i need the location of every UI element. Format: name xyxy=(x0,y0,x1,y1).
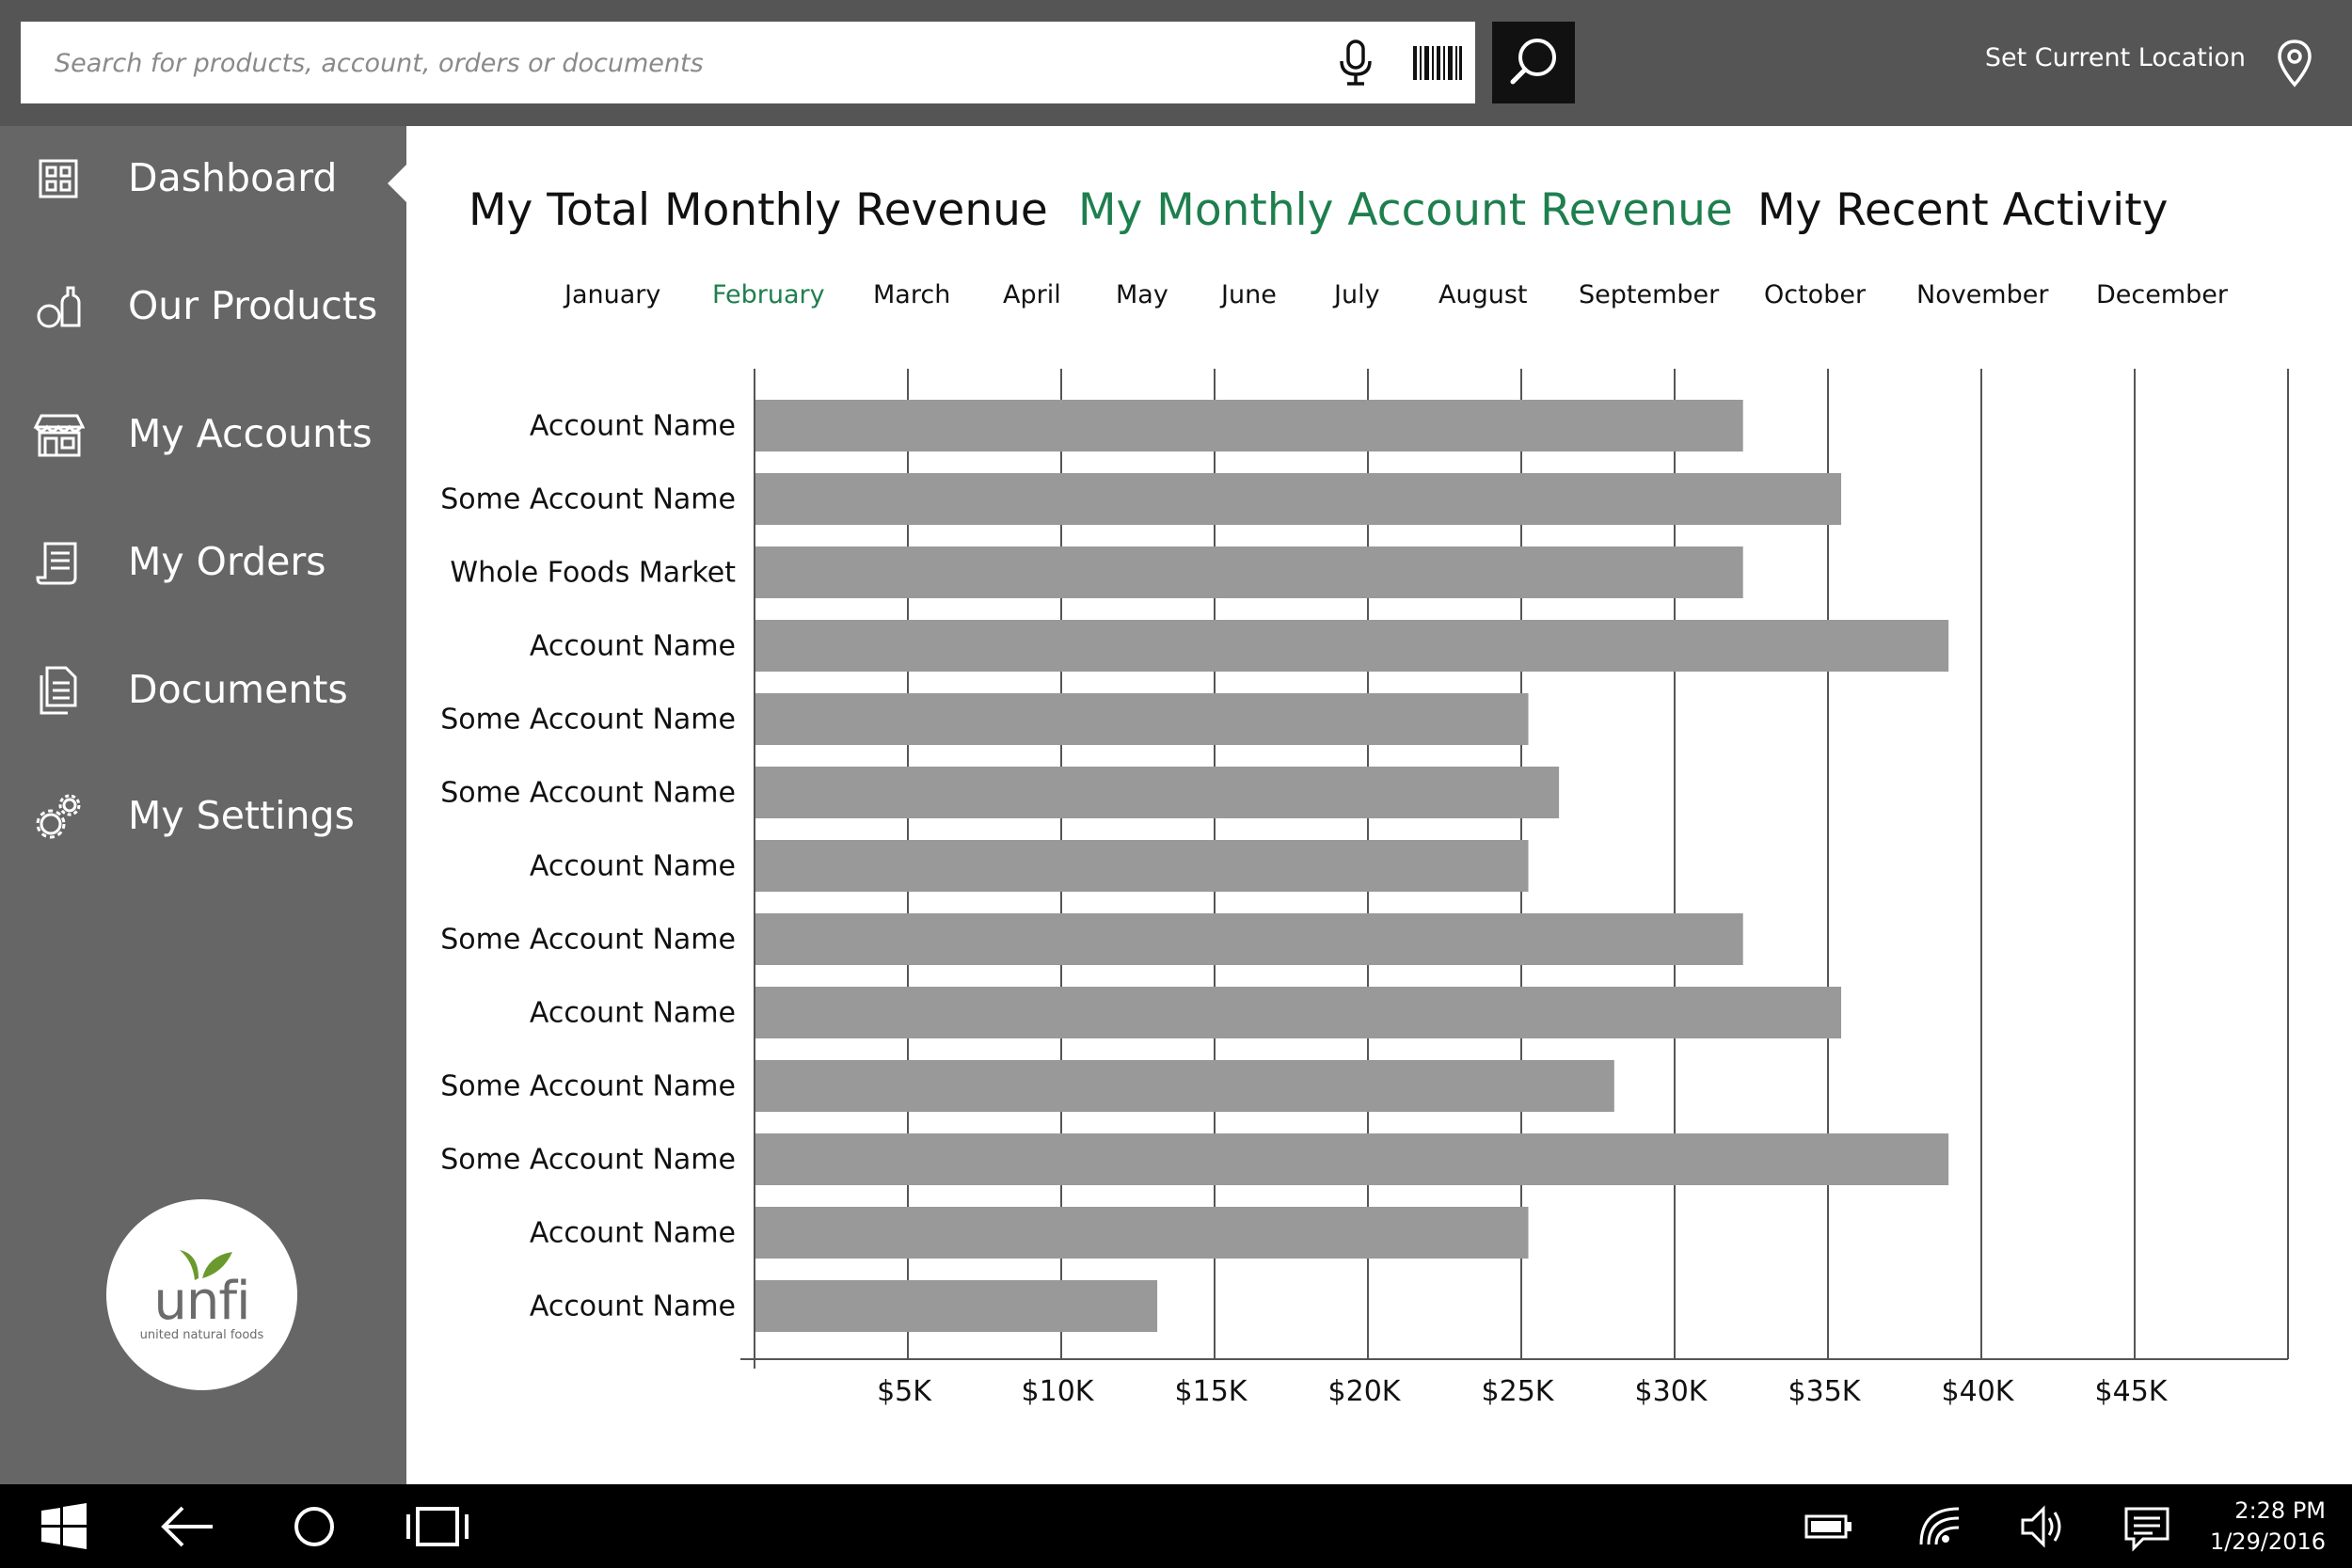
month-tab-july[interactable]: July xyxy=(1334,280,1380,309)
bar-chart: Account Name Some Account Name Whole Foods… xyxy=(440,369,2289,1408)
category-label: Account Name xyxy=(530,850,736,883)
logo-wordmark: unfi xyxy=(153,1271,250,1332)
bar xyxy=(755,913,1743,965)
logo-tagline: united natural foods xyxy=(139,1328,264,1342)
home-circle-icon[interactable] xyxy=(288,1497,341,1556)
category-label: Some Account Name xyxy=(440,1144,736,1177)
search-button[interactable] xyxy=(1492,22,1575,103)
microphone-icon[interactable] xyxy=(1332,39,1379,87)
sidebar-item-my-settings[interactable]: My Settings xyxy=(0,764,406,867)
store-icon xyxy=(32,408,86,461)
clock-time: 2:28 PM xyxy=(2234,1497,2326,1524)
search-box xyxy=(21,22,1475,105)
sidebar-item-our-products[interactable]: Our Products xyxy=(0,254,406,357)
category-label: Account Name xyxy=(530,630,736,663)
bar xyxy=(755,987,1842,1038)
tick-label: $30K xyxy=(1635,1375,1708,1408)
clock[interactable]: 2:28 PM 1/29/2016 xyxy=(2210,1496,2326,1558)
bar xyxy=(755,1060,1614,1112)
category-label: Some Account Name xyxy=(440,483,736,516)
tick-label: $10K xyxy=(1022,1375,1095,1408)
category-label: Some Account Name xyxy=(440,704,736,736)
products-icon xyxy=(32,280,85,333)
tab-total-monthly-revenue[interactable]: My Total Monthly Revenue xyxy=(469,184,1048,236)
set-location-link[interactable]: Set Current Location xyxy=(1984,43,2246,72)
task-view-icon[interactable] xyxy=(403,1497,472,1556)
leaf-icon xyxy=(180,1250,232,1280)
search-input[interactable] xyxy=(53,22,1298,105)
tick-label: $45K xyxy=(2095,1375,2169,1408)
bar xyxy=(755,473,1842,525)
month-tab-december[interactable]: December xyxy=(2096,280,2229,309)
barcode-icon[interactable] xyxy=(1411,44,1464,82)
taskbar: 2:28 PM 1/29/2016 xyxy=(0,1484,2352,1568)
tick-label: $15K xyxy=(1175,1375,1248,1408)
month-tab-february[interactable]: February xyxy=(712,280,825,309)
tick-label: $20K xyxy=(1328,1375,1402,1408)
bar xyxy=(755,1207,1529,1259)
month-tab-october[interactable]: October xyxy=(1764,280,1867,309)
volume-icon[interactable] xyxy=(2017,1497,2066,1556)
category-label: Some Account Name xyxy=(440,1070,736,1103)
month-tab-april[interactable]: April xyxy=(1003,280,1061,309)
category-label: Some Account Name xyxy=(440,924,736,957)
bar xyxy=(755,400,1743,451)
sidebar-item-my-accounts[interactable]: My Accounts xyxy=(0,382,406,485)
sidebar-item-label: Dashboard xyxy=(128,155,338,200)
windows-start-icon[interactable] xyxy=(38,1497,90,1556)
tick-label: $35K xyxy=(1788,1375,1862,1408)
tick-label: $25K xyxy=(1482,1375,1555,1408)
bar xyxy=(755,1280,1158,1332)
month-tab-june[interactable]: June xyxy=(1221,280,1277,309)
account-revenue-chart: Account Name Some Account Name Whole Foods… xyxy=(406,357,2352,1467)
sidebar-item-documents[interactable]: Documents xyxy=(0,638,406,741)
active-item-indicator xyxy=(388,165,406,202)
tick-label: $5K xyxy=(877,1375,932,1408)
bar xyxy=(755,546,1743,598)
sidebar-item-label: Our Products xyxy=(128,283,378,328)
back-arrow-icon[interactable] xyxy=(156,1497,218,1556)
gears-icon xyxy=(32,790,85,843)
clock-date: 1/29/2016 xyxy=(2209,1528,2326,1555)
sidebar-item-label: Documents xyxy=(128,667,348,712)
month-tab-september[interactable]: September xyxy=(1579,280,1720,309)
category-label: Account Name xyxy=(530,1291,736,1323)
category-label: Some Account Name xyxy=(440,777,736,810)
bar xyxy=(755,840,1529,892)
month-tab-august[interactable]: August xyxy=(1438,280,1528,309)
bar xyxy=(755,620,1949,672)
top-bar: Set Current Location xyxy=(0,0,2352,126)
dashboard-icon xyxy=(32,152,85,205)
bar xyxy=(755,767,1560,818)
documents-icon xyxy=(32,664,85,717)
bar xyxy=(755,1133,1949,1185)
month-tab-january[interactable]: January xyxy=(564,280,661,309)
month-tab-march[interactable]: March xyxy=(873,280,951,309)
tab-recent-activity[interactable]: My Recent Activity xyxy=(1757,184,2169,236)
unfi-logo: unfi united natural foods xyxy=(106,1199,297,1390)
tick-label: $40K xyxy=(1942,1375,2015,1408)
sidebar-item-label: My Orders xyxy=(128,539,326,584)
bar xyxy=(755,693,1529,745)
sidebar-item-label: My Accounts xyxy=(128,411,373,456)
category-label: Whole Foods Market xyxy=(450,557,736,590)
category-label: Account Name xyxy=(530,410,736,443)
battery-icon[interactable] xyxy=(1803,1497,1855,1556)
sidebar-item-my-orders[interactable]: My Orders xyxy=(0,510,406,613)
wifi-icon[interactable] xyxy=(1915,1497,1964,1556)
orders-icon xyxy=(32,536,85,589)
sidebar-item-dashboard[interactable]: Dashboard xyxy=(0,126,406,230)
month-tab-november[interactable]: November xyxy=(1916,280,2049,309)
sidebar-item-label: My Settings xyxy=(128,793,355,838)
category-label: Account Name xyxy=(530,997,736,1030)
month-tab-may[interactable]: May xyxy=(1116,280,1168,309)
tab-monthly-account-revenue[interactable]: My Monthly Account Revenue xyxy=(1078,184,1733,236)
location-pin-icon[interactable] xyxy=(2275,38,2314,90)
sidebar: Dashboard Our Products My Accounts xyxy=(0,126,406,1484)
notifications-icon[interactable] xyxy=(2122,1497,2171,1556)
search-icon xyxy=(1510,39,1556,85)
category-label: Account Name xyxy=(530,1217,736,1250)
